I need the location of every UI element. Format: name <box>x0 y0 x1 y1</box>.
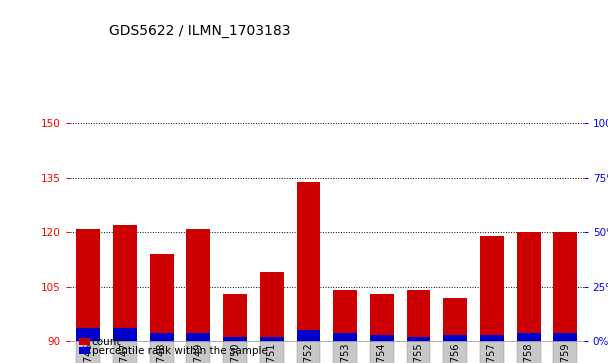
Bar <box>553 333 577 341</box>
Bar <box>443 335 467 341</box>
Bar <box>370 335 394 341</box>
Bar <box>187 333 210 341</box>
Bar <box>113 225 137 341</box>
Bar <box>370 294 394 341</box>
Bar <box>150 333 174 341</box>
Bar <box>187 229 210 341</box>
Bar <box>517 232 541 341</box>
Text: percentile rank within the sample: percentile rank within the sample <box>92 346 268 356</box>
Bar <box>480 335 504 341</box>
Bar <box>150 254 174 341</box>
Bar <box>297 182 320 341</box>
Bar <box>553 232 577 341</box>
Bar <box>407 337 430 341</box>
Bar <box>77 229 100 341</box>
Bar <box>260 337 284 341</box>
Bar <box>223 294 247 341</box>
Bar <box>77 328 100 341</box>
Bar <box>333 333 357 341</box>
Text: GDS5622 / ILMN_1703183: GDS5622 / ILMN_1703183 <box>109 24 291 38</box>
Bar <box>333 290 357 341</box>
Bar <box>113 328 137 341</box>
Bar <box>407 290 430 341</box>
Bar <box>260 272 284 341</box>
Bar <box>297 330 320 341</box>
Bar <box>443 298 467 341</box>
Bar <box>517 333 541 341</box>
Bar <box>480 236 504 341</box>
Text: count: count <box>92 337 122 347</box>
Bar <box>223 337 247 341</box>
